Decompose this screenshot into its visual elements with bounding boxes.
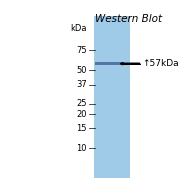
Text: 75: 75: [76, 46, 87, 55]
Text: 20: 20: [76, 110, 87, 119]
Text: Western Blot: Western Blot: [95, 14, 162, 24]
Text: 50: 50: [76, 66, 87, 75]
Text: 25: 25: [76, 99, 87, 108]
Text: 15: 15: [76, 124, 87, 133]
Text: 10: 10: [76, 143, 87, 152]
Text: 37: 37: [76, 80, 87, 89]
Text: kDa: kDa: [70, 24, 87, 33]
Text: ↑57kDa: ↑57kDa: [143, 59, 179, 68]
